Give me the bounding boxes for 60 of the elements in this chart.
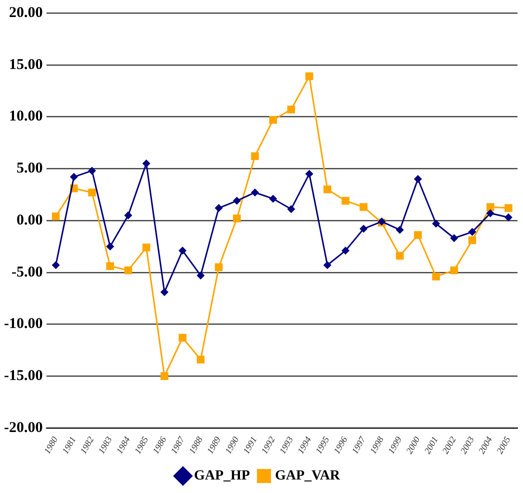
point	[160, 288, 168, 296]
point	[88, 166, 96, 175]
point	[52, 261, 60, 270]
point	[52, 212, 60, 220]
point	[106, 242, 114, 250]
point	[287, 106, 296, 114]
point	[160, 372, 168, 380]
point	[124, 211, 132, 220]
point	[232, 214, 241, 222]
point	[504, 213, 512, 222]
point	[106, 262, 114, 270]
point	[142, 244, 150, 252]
point	[214, 204, 223, 212]
point	[269, 194, 278, 203]
point	[250, 188, 259, 196]
point	[432, 220, 440, 228]
y-tick-label: -20.00	[4, 420, 43, 436]
point	[196, 356, 205, 364]
point	[396, 252, 404, 260]
y-tick-label: 0.00	[16, 212, 43, 228]
y-tick-label: 15.00	[8, 56, 43, 73]
point	[450, 266, 458, 274]
point	[287, 205, 296, 214]
point	[269, 116, 277, 124]
y-tick-label: -10.00	[4, 316, 43, 332]
point	[232, 196, 241, 205]
point	[88, 188, 96, 196]
point	[360, 203, 368, 211]
point	[305, 170, 314, 178]
point	[504, 204, 512, 212]
point	[323, 261, 332, 270]
legend-label: GAP_VAR	[274, 468, 341, 484]
point	[396, 226, 404, 234]
y-tick-label: -5.00	[11, 264, 43, 280]
point	[468, 228, 476, 236]
point	[468, 236, 476, 244]
point	[178, 334, 186, 342]
point	[486, 203, 494, 211]
point	[70, 172, 78, 181]
point	[305, 72, 314, 80]
point	[360, 224, 368, 233]
point	[341, 246, 350, 255]
y-tick-label: 5.00	[16, 160, 43, 177]
point	[214, 263, 223, 272]
point	[414, 231, 422, 239]
point	[450, 234, 458, 242]
y-tick-label: 20.00	[8, 4, 43, 21]
point	[178, 246, 187, 255]
point	[324, 185, 332, 194]
legend-label: GAP_HP	[194, 468, 250, 484]
point	[142, 159, 150, 168]
point	[251, 152, 259, 160]
point	[414, 175, 422, 184]
point	[124, 266, 132, 274]
y-tick-label: -15.00	[4, 368, 43, 384]
point	[432, 272, 440, 280]
point	[342, 196, 350, 205]
y-tick-label: 10.00	[8, 108, 43, 125]
point	[486, 209, 494, 218]
point	[196, 271, 205, 280]
